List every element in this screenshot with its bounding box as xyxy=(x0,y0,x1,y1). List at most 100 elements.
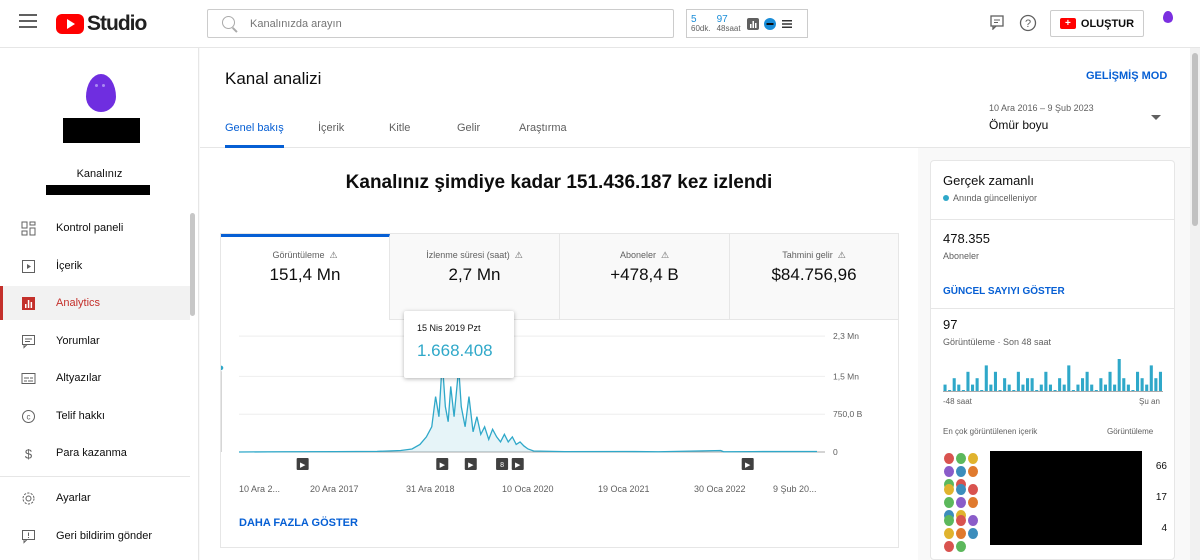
tab-overview[interactable]: Genel bakış xyxy=(225,122,284,148)
sidebar-scrollbar[interactable] xyxy=(190,213,195,316)
sidebar-item-comments[interactable]: Yorumlar xyxy=(0,324,190,358)
hourly-bar xyxy=(1062,384,1066,391)
hourly-bar xyxy=(1145,384,1149,391)
hourly-bar xyxy=(1140,378,1144,391)
hourly-bar xyxy=(1081,378,1085,391)
main-scrollbar[interactable] xyxy=(1190,48,1200,560)
hourly-bar xyxy=(1103,384,1107,391)
hourly-bar xyxy=(1090,384,1094,391)
hourly-bar xyxy=(1122,378,1126,391)
sidebar-item-analytics[interactable]: Analytics xyxy=(0,286,190,320)
top-content-count: 66 xyxy=(1155,461,1167,472)
hourly-bar xyxy=(1126,384,1130,391)
date-range-selector[interactable]: Ömür boyu xyxy=(989,118,1049,132)
bars-end-label: Şu an xyxy=(1139,397,1160,406)
menu-icon[interactable] xyxy=(19,14,37,28)
ext-menu-icon[interactable] xyxy=(781,18,793,30)
x-tick-label: 31 Ara 2018 xyxy=(406,484,455,494)
views-line-chart[interactable]: 2,3 Mn 1,5 Mn 750,0 B 0 ▶ ▶ ▶ 8 ▶ ▶ 10 Ara 2... 20 … xyxy=(221,320,898,510)
channel-label: Kanalınız xyxy=(76,168,123,180)
bars-start-label: -48 saat xyxy=(943,397,972,406)
x-tick-label: 19 Oca 2021 xyxy=(598,484,650,494)
account-avatar[interactable] xyxy=(1158,11,1178,35)
extension-widget[interactable]: 5 60dk. 97 48saat xyxy=(686,9,808,38)
create-label: OLUŞTUR xyxy=(1080,17,1135,30)
hourly-bar xyxy=(1012,390,1016,391)
sidebar-item-label: Yorumlar xyxy=(56,335,100,347)
warning-icon: ⚠ xyxy=(660,250,670,260)
warning-icon: ⚠ xyxy=(514,250,523,260)
hourly-bar xyxy=(998,390,1002,391)
dashboard-icon xyxy=(21,221,36,236)
content-icon xyxy=(21,259,36,274)
sidebar-item-settings[interactable]: Ayarlar xyxy=(0,481,190,515)
metric-tab-subscribers[interactable]: Aboneler ⚠ +478,4 B xyxy=(560,234,730,320)
search-box[interactable] xyxy=(207,9,674,38)
hourly-bar xyxy=(1048,384,1052,391)
metric-tab-views[interactable]: Görüntüleme ⚠ 151,4 Mn xyxy=(221,234,390,320)
hourly-bar xyxy=(980,390,984,391)
ext-views48-value: 97 xyxy=(716,13,728,25)
ext-logo-icon[interactable] xyxy=(763,17,776,30)
tab-revenue[interactable]: Gelir xyxy=(457,122,481,134)
event-marker-label: ▶ xyxy=(300,462,306,469)
help-icon[interactable]: ? xyxy=(1019,14,1037,32)
live-dot-icon xyxy=(943,195,949,201)
event-marker-label: ▶ xyxy=(515,462,521,469)
hourly-bar xyxy=(1131,390,1135,391)
x-tick-label: 10 Ara 2... xyxy=(239,484,280,494)
sidebar-item-subtitles[interactable]: Altyazılar xyxy=(0,361,190,395)
sidebar-item-dashboard[interactable]: Kontrol paneli xyxy=(0,211,190,245)
create-button[interactable]: + OLUŞTUR xyxy=(1050,10,1144,37)
y-tick-label: 750,0 B xyxy=(833,409,863,419)
tab-content[interactable]: İçerik xyxy=(318,122,345,134)
metric-tab-watch-time[interactable]: İzlenme süresi (saat) ⚠ 2,7 Mn xyxy=(390,234,560,320)
event-marker-label: 8 xyxy=(500,462,504,469)
realtime-live-status: Anında güncelleniyor xyxy=(943,193,1037,203)
hourly-bar xyxy=(1085,371,1089,391)
metric-tab-revenue[interactable]: Tahmini gelir ⚠ $84.756,96 xyxy=(730,234,898,320)
video-thumbnail[interactable] xyxy=(943,452,989,490)
tab-audience[interactable]: Kitle xyxy=(389,122,411,134)
ext-realtime-stat: 5 60dk. xyxy=(691,14,711,33)
sidebar-item-content[interactable]: İçerik xyxy=(0,249,190,283)
video-thumbnail[interactable] xyxy=(943,483,989,521)
ext-views48-unit: 48saat xyxy=(716,23,741,33)
youtube-logo-icon xyxy=(56,14,84,34)
page-title: Kanal analizi xyxy=(225,69,322,88)
hourly-views-bar-chart[interactable] xyxy=(943,356,1163,392)
sidebar-item-monetization[interactable]: $ Para kazanma xyxy=(0,436,190,470)
divider xyxy=(931,308,1174,309)
hourly-bar xyxy=(1076,384,1080,391)
chevron-down-icon[interactable] xyxy=(1151,115,1161,120)
show-live-count-link[interactable]: GÜNCEL SAYIYI GÖSTER xyxy=(943,286,1065,297)
hourly-bar xyxy=(1136,371,1140,391)
ext-chart-icon[interactable] xyxy=(746,17,759,30)
subscriber-count: 478.355 xyxy=(943,231,990,246)
hourly-bar xyxy=(1154,378,1158,391)
hourly-bar xyxy=(1094,390,1098,391)
messages-icon[interactable] xyxy=(988,14,1006,32)
tab-research[interactable]: Araştırma xyxy=(519,122,567,134)
video-thumbnail[interactable] xyxy=(943,514,989,552)
avatar-egg-icon xyxy=(1163,11,1173,23)
event-marker xyxy=(511,458,524,470)
redacted-block xyxy=(990,451,1142,545)
create-video-icon: + xyxy=(1059,18,1076,29)
search-input[interactable] xyxy=(250,14,650,34)
sidebar-item-label: Para kazanma xyxy=(56,447,127,459)
show-more-link[interactable]: DAHA FAZLA GÖSTER xyxy=(239,517,358,529)
tooltip-date: 15 Nis 2019 Pzt xyxy=(417,323,481,333)
live-text: Anında güncelleniyor xyxy=(953,193,1038,203)
chart-area-fill xyxy=(239,361,817,452)
event-marker xyxy=(464,458,477,470)
sidebar-item-copyright[interactable]: c Telif hakkı xyxy=(0,399,190,433)
advanced-mode-link[interactable]: GELİŞMİŞ MOD xyxy=(1086,70,1168,82)
sidebar-item-feedback[interactable]: Geri bildirim gönder xyxy=(0,519,190,553)
hourly-bar xyxy=(1016,371,1020,391)
channel-avatar[interactable] xyxy=(86,74,116,112)
scrollbar-thumb[interactable] xyxy=(1192,53,1198,226)
hourly-bar xyxy=(1149,365,1153,391)
chart-series-line xyxy=(238,361,818,453)
studio-logo[interactable]: Studio xyxy=(56,12,147,36)
